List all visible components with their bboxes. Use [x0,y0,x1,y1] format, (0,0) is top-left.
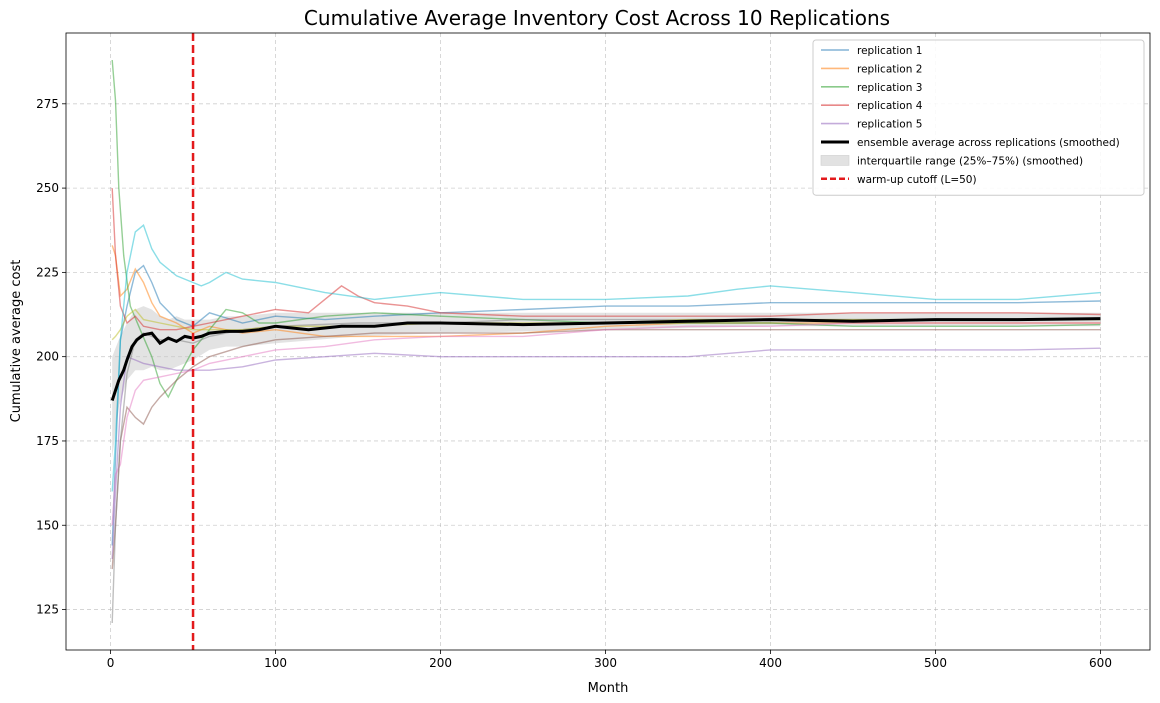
legend: replication 1 replication 2 replication 3 r… [812,39,1145,196]
replication-line [111,329,1101,570]
legend-label: replication 1 [857,45,922,57]
replication-line [111,322,1101,526]
y-axis-ticks: 125 150 175 200 225 250 275 [36,97,66,617]
legend-label: replication 4 [857,100,923,112]
x-tick-label: 200 [429,656,452,670]
legend-label: replication 5 [857,119,922,131]
legend-label: replication 3 [857,82,922,94]
y-tick-label: 275 [36,97,59,111]
x-tick-label: 600 [1089,656,1112,670]
legend-label: warm-up cutoff (L=50) [857,174,977,186]
ensemble-line-layer [110,317,1101,401]
iqr-band [112,306,1101,458]
y-tick-label: 125 [36,603,59,617]
legend-label: replication 2 [857,63,922,75]
legend-label: ensemble average across replications (sm… [857,137,1120,149]
chart-title: Cumulative Average Inventory Cost Across… [304,6,890,30]
legend-label: interquartile range (25%–75%) (smoothed) [857,155,1083,167]
legend-box [812,39,1145,196]
x-axis-ticks: 0 100 200 300 400 500 600 [107,650,1112,670]
replication-line [111,188,1101,331]
replication-line [111,318,1101,624]
ensemble-line [110,317,1101,401]
replication-line [111,347,1101,560]
replication-line [111,224,1101,492]
y-tick-label: 250 [36,181,59,195]
y-tick-label: 225 [36,265,59,279]
replication-line [111,264,1101,546]
y-tick-label: 200 [36,350,59,364]
x-tick-label: 500 [924,656,947,670]
x-tick-label: 100 [264,656,287,670]
x-tick-label: 400 [759,656,782,670]
iqr-band-layer [112,306,1101,458]
x-axis-label: Month [588,681,629,696]
x-tick-label: 0 [107,656,115,670]
plot-frame [65,32,1151,651]
y-axis-label: Cumulative average cost [9,260,24,423]
y-tick-label: 150 [36,518,59,532]
x-tick-label: 300 [594,656,617,670]
legend-swatch [820,155,850,166]
replication-line [111,59,1101,399]
y-tick-label: 175 [36,434,59,448]
